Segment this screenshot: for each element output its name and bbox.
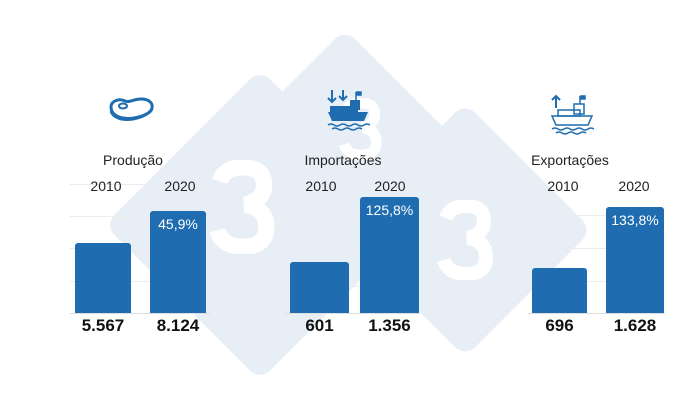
gridline <box>70 281 210 282</box>
baseline <box>528 313 665 314</box>
watermark-logo <box>208 159 278 259</box>
bar-2010 <box>532 267 587 313</box>
watermark-logo <box>436 198 496 285</box>
panel-title: Produção <box>103 152 163 168</box>
cargo-ship-import-icon <box>326 88 371 137</box>
year-label: 2020 <box>374 178 406 194</box>
gridline <box>285 286 420 287</box>
value-label: 5.567 <box>81 316 125 335</box>
value-label: 696 <box>545 316 574 335</box>
gridline <box>285 252 420 253</box>
watermark-logo <box>338 97 384 165</box>
bar-2020 <box>150 211 206 313</box>
change-label: 133,8% <box>611 212 659 228</box>
gridline <box>528 248 665 249</box>
year-label: 2010 <box>305 178 337 194</box>
cargo-ship-export-icon <box>550 92 595 141</box>
value-label: 1.356 <box>368 316 411 335</box>
panel-title: Importações <box>304 152 382 168</box>
meat-steak-icon <box>107 95 157 130</box>
gridline <box>528 281 665 282</box>
year-label: 2020 <box>618 178 650 194</box>
bar-2010 <box>75 243 131 313</box>
gridline <box>285 218 420 219</box>
value-label: 601 <box>305 316 334 335</box>
bar-2010 <box>290 261 349 313</box>
gridline <box>70 216 210 217</box>
year-label: 2010 <box>547 178 579 194</box>
change-label: 125,8% <box>365 202 414 218</box>
gridline <box>528 215 665 216</box>
panel-title: Exportações <box>531 152 609 168</box>
baseline <box>285 313 420 314</box>
value-label: 1.628 <box>613 316 657 335</box>
gridline <box>70 184 210 185</box>
year-label: 2010 <box>90 178 122 194</box>
bar-2020 <box>360 197 419 313</box>
baseline <box>70 313 210 314</box>
value-label: 8.124 <box>156 316 200 335</box>
gridline <box>70 248 210 249</box>
year-label: 2020 <box>164 178 196 194</box>
change-label: 45,9% <box>158 216 198 232</box>
gridline <box>285 184 420 185</box>
bar-2020 <box>606 207 664 313</box>
